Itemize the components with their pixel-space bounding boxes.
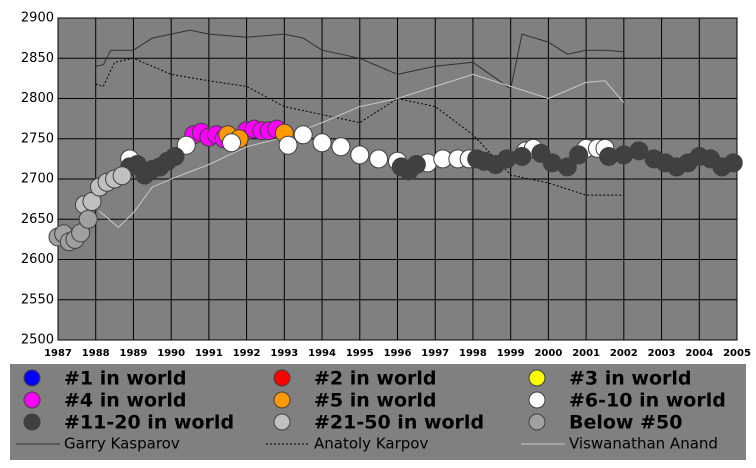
rating-point	[406, 155, 426, 175]
y-tick-label: 2850	[21, 51, 54, 66]
legend-label: #2 in world	[314, 368, 437, 390]
x-tick-label: 1992	[233, 348, 261, 359]
y-tick-label: 2650	[21, 212, 54, 227]
legend-marker	[528, 369, 546, 387]
x-tick-label: 1993	[270, 348, 298, 359]
legend-marker	[528, 413, 546, 431]
x-tick-label: 2002	[610, 348, 638, 359]
rating-point	[629, 141, 649, 161]
x-tick-label: 1997	[421, 348, 449, 359]
x-tick-label: 2001	[572, 348, 600, 359]
legend-label: Garry Kasparov	[64, 435, 180, 453]
legend-label: #4 in world	[64, 390, 187, 412]
x-tick-label: 2004	[685, 348, 713, 359]
rating-point	[369, 149, 389, 169]
legend-marker	[23, 413, 41, 431]
x-tick-label: 1996	[384, 348, 412, 359]
x-tick-label: 1998	[459, 348, 487, 359]
x-tick-label: 1988	[82, 348, 110, 359]
x-tick-label: 1995	[346, 348, 374, 359]
rating-point	[557, 157, 577, 177]
x-tick-label: 1999	[497, 348, 525, 359]
legend-label: #11-20 in world	[64, 412, 234, 434]
rating-point	[569, 145, 589, 165]
legend-label: Anatoly Karpov	[314, 435, 428, 453]
legend-marker	[23, 369, 41, 387]
legend-label: #6-10 in world	[569, 390, 726, 412]
y-tick-label: 2600	[21, 252, 54, 267]
legend-label: #3 in world	[569, 368, 692, 390]
y-tick-label: 2900	[21, 11, 54, 26]
legend-marker	[273, 413, 291, 431]
rating-point	[176, 135, 196, 155]
x-tick-label: 2005	[723, 348, 751, 359]
x-tick-label: 1990	[157, 348, 185, 359]
rating-point	[112, 166, 132, 186]
rating-point	[331, 137, 351, 157]
legend-label: Below #50	[569, 412, 682, 434]
rating-point	[723, 153, 743, 173]
x-tick-label: 1991	[195, 348, 223, 359]
rating-point	[222, 133, 242, 153]
rating-line	[99, 73, 625, 228]
legend-box	[10, 364, 746, 460]
x-tick-label: 1989	[120, 348, 148, 359]
y-tick-label: 2800	[21, 91, 54, 106]
x-tick-label: 1987	[44, 348, 72, 359]
rating-point	[293, 125, 313, 145]
y-tick-label: 2700	[21, 172, 54, 187]
y-tick-label: 2550	[21, 292, 54, 307]
y-tick-label: 2750	[21, 131, 54, 146]
legend-label: Viswanathan Anand	[569, 435, 718, 453]
rating-point	[165, 146, 185, 166]
legend-marker	[273, 391, 291, 409]
legend-label: #5 in world	[314, 390, 437, 412]
rating-point	[512, 146, 532, 166]
legend-label: #21-50 in world	[314, 412, 484, 434]
plot-border	[57, 17, 738, 341]
rating-point	[312, 133, 332, 153]
x-tick-label: 2000	[534, 348, 562, 359]
legend-marker	[528, 391, 546, 409]
legend-marker	[23, 391, 41, 409]
rating-line	[95, 57, 624, 196]
rating-line	[95, 29, 624, 90]
rating-point	[350, 145, 370, 165]
rating-point	[78, 209, 98, 229]
x-tick-label: 2003	[648, 348, 676, 359]
rating-point	[278, 135, 298, 155]
legend-label: #1 in world	[64, 368, 187, 390]
y-tick-label: 2500	[21, 333, 54, 348]
legend-marker	[273, 369, 291, 387]
x-tick-label: 1994	[308, 348, 336, 359]
